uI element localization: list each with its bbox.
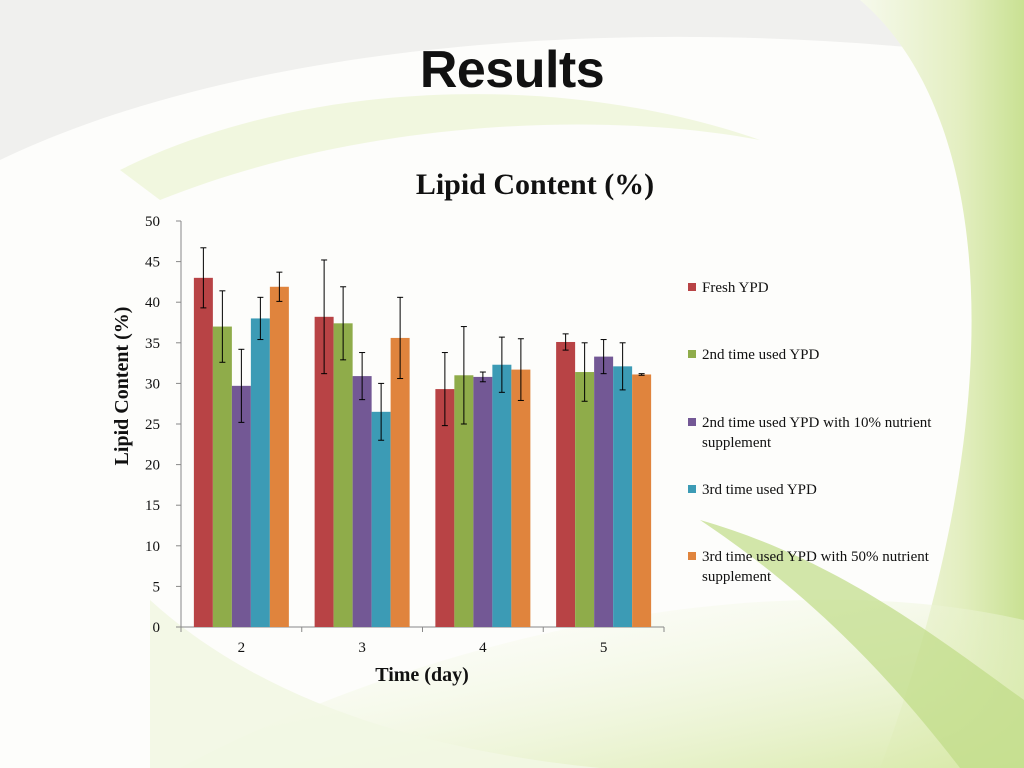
x-tick-label: 4 bbox=[479, 640, 487, 656]
bar bbox=[212, 326, 232, 627]
x-tick-label: 5 bbox=[600, 640, 608, 656]
bar bbox=[613, 366, 633, 627]
legend-swatch bbox=[688, 552, 696, 560]
bar bbox=[511, 369, 531, 627]
y-tick-label: 45 bbox=[145, 255, 160, 271]
y-tick-label: 20 bbox=[145, 458, 160, 474]
chart-title: Lipid Content (%) bbox=[416, 168, 654, 201]
x-tick-label: 3 bbox=[358, 640, 366, 656]
y-tick-label: 5 bbox=[153, 579, 161, 595]
bar bbox=[594, 356, 614, 627]
y-tick-label: 0 bbox=[153, 620, 161, 636]
y-tick-label: 25 bbox=[145, 417, 160, 433]
bar bbox=[556, 341, 576, 627]
bar bbox=[435, 389, 455, 627]
legend-label: 3rd time used YPD bbox=[702, 482, 817, 498]
bar bbox=[492, 364, 512, 627]
y-tick-label: 10 bbox=[145, 539, 160, 555]
bar bbox=[333, 323, 353, 627]
legend-swatch bbox=[688, 485, 696, 493]
legend-label: 2nd time used YPD bbox=[702, 347, 820, 363]
legend-swatch bbox=[688, 350, 696, 358]
legend-label: 3rd time used YPD with 50% nutrient suppl… bbox=[702, 549, 930, 585]
y-tick-label: 35 bbox=[145, 336, 160, 352]
bar bbox=[352, 376, 372, 627]
bar bbox=[454, 375, 474, 627]
bar bbox=[231, 385, 251, 627]
y-tick-label: 40 bbox=[145, 295, 160, 311]
x-tick-label: 2 bbox=[238, 640, 246, 656]
bar bbox=[314, 316, 334, 627]
legend-swatch bbox=[688, 283, 696, 291]
bars bbox=[193, 277, 652, 627]
bar bbox=[473, 376, 493, 627]
error-bars bbox=[200, 247, 645, 441]
bar bbox=[269, 286, 289, 627]
x-axis-label: Time (day) bbox=[375, 664, 469, 686]
bar bbox=[390, 337, 410, 627]
legend-swatch bbox=[688, 418, 696, 426]
bar bbox=[250, 318, 270, 627]
y-axis-label: Lipid Content (%) bbox=[111, 307, 133, 466]
legend-label: Fresh YPD bbox=[702, 280, 769, 296]
bar bbox=[632, 374, 652, 627]
bar bbox=[575, 372, 595, 627]
legend: Fresh YPD 2nd time used YPD 2nd time used … bbox=[688, 280, 932, 585]
bar bbox=[193, 277, 213, 627]
y-tick-label: 30 bbox=[145, 376, 160, 392]
y-tick-label: 50 bbox=[145, 214, 160, 230]
y-tick-label: 15 bbox=[145, 498, 160, 514]
legend-label: 2nd time used YPD with 10% nutrient suppl… bbox=[702, 415, 932, 451]
bar bbox=[371, 411, 391, 627]
slide-title: Results bbox=[419, 41, 605, 99]
